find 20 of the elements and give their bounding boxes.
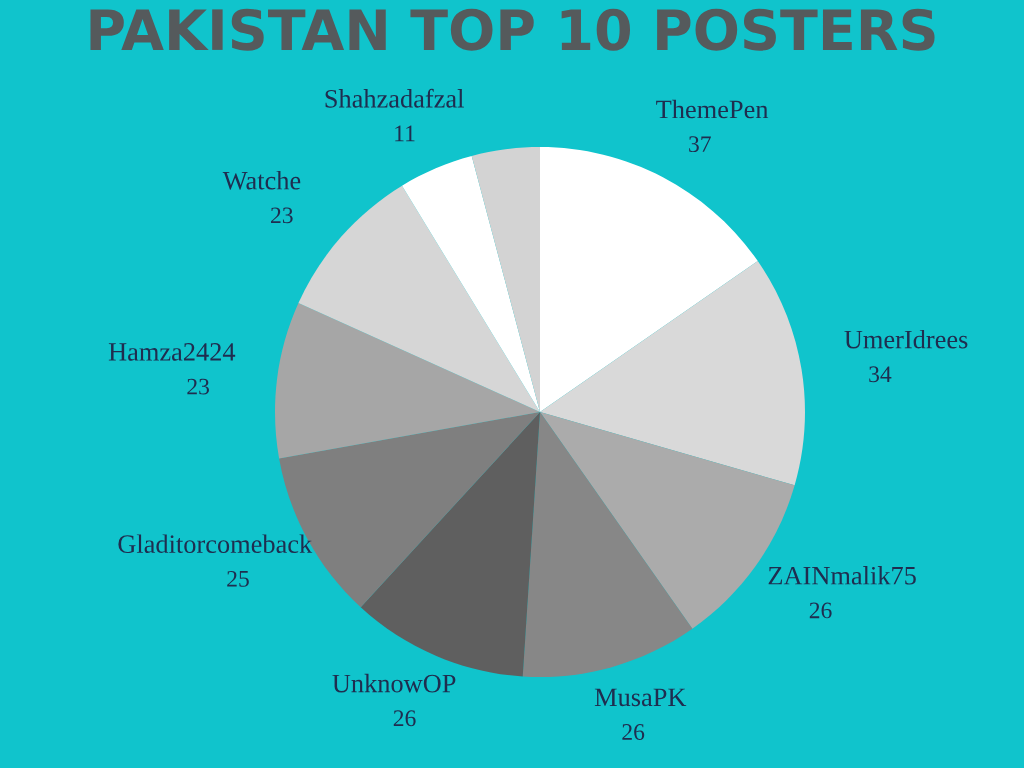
data-label: 26 — [809, 602, 832, 619]
data-label: 37 — [689, 136, 711, 153]
slice-label: Hamza2424 — [108, 343, 236, 361]
data-label: 34 — [869, 366, 892, 383]
slice-label: Shahzadafzal — [325, 88, 464, 108]
slice-label: UnknowOP — [332, 673, 456, 693]
chart-title: PAKISTAN TOP 10 POSTERS — [90, 8, 935, 51]
pie-slice — [275, 303, 540, 459]
data-label: 23 — [271, 207, 293, 224]
slice-label: Gladitorcomeback — [118, 534, 313, 554]
data-label: 26 — [393, 710, 416, 727]
slice-label: ThemePen — [656, 99, 769, 119]
slice-label: MusaPK — [594, 688, 687, 707]
data-label: 23 — [187, 378, 210, 395]
slice-label: UmerIdrees — [844, 329, 968, 349]
slice-label: Watche — [222, 170, 301, 190]
slice-label: ZAINmalik75 — [768, 566, 916, 585]
data-label: 25 — [227, 570, 249, 587]
data-label: 26 — [622, 724, 645, 740]
data-label: 11 — [395, 125, 415, 142]
